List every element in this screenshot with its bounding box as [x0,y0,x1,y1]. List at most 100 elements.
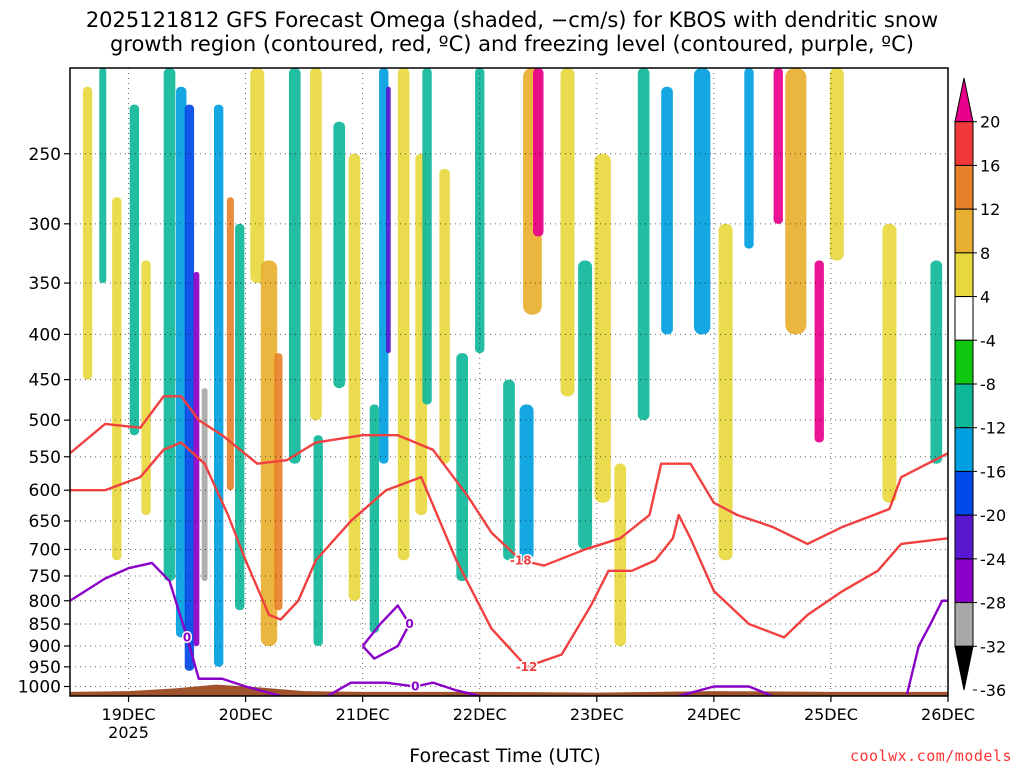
contour-line [326,681,481,696]
contour-label: 0 [411,680,419,694]
omega-shade-cell [184,104,195,671]
omega-shade-cell [201,388,208,582]
colorbar-label: -20 [980,506,1006,525]
omega-shade-cell [333,121,346,389]
omega-shade-cell [386,86,391,354]
colorbar-swatch [954,383,974,429]
x-tick-label: 19DEC [102,705,156,724]
y-tick-label: 950 [29,658,61,678]
colorbar-label: 20 [980,113,1000,132]
colorbar-label: 4 [980,288,990,307]
omega-shade-cell [82,86,93,380]
omega-shade-cell [773,68,783,224]
contour-line [678,685,773,696]
y-tick-label: 250 [29,145,61,165]
colorbar-label: -16 [980,462,1006,481]
y-tick-label: 700 [29,540,61,560]
omega-shade-cell [193,271,200,647]
chart-title-line1: 2025121812 GFS Forecast Omega (shaded, −… [85,8,939,32]
omega-shade-cell [250,68,265,284]
omega-shade-cell [213,104,224,667]
y-tick-label: 750 [29,567,61,587]
y-tick-label: 350 [29,274,61,294]
omega-shade-cell [930,260,943,464]
omega-shade-cell [348,153,361,601]
y-tick-label: 800 [29,592,61,612]
y-tick-label: 400 [29,325,61,345]
x-tick-label: 20DEC [219,705,273,724]
omega-shade-cell [560,68,575,397]
contour-label: 0 [183,630,191,644]
colorbar-label: -24 [980,550,1006,569]
omega-shade-cell [532,68,544,237]
contour-group: -18 -12 0 0 0 [70,395,948,696]
colorbar-label: 16 [980,156,1000,175]
omega-shade-cell [129,104,140,436]
y-tick-label: 450 [29,371,61,391]
x-tick-label: 21DEC [336,705,390,724]
contour-line [70,561,282,696]
omega-shade-cell [175,86,187,638]
colorbar-extend-top [954,77,974,123]
omega-shade-cell [309,68,322,421]
colorbar-label: -4 [980,331,996,350]
omega-shade-cell [519,404,534,561]
colorbar-swatch [954,208,974,254]
omega-shade-cell [112,197,122,561]
x-tick-label: 25DEC [804,705,858,724]
omega-shade-cell [274,353,283,611]
omega-shade-cell [99,68,107,284]
colorbar-swatch [954,558,974,604]
y-tick-label: 300 [29,215,61,235]
x-tick-label: 26DEC [921,705,975,724]
colorbar-label: -8 [980,375,996,394]
omega-shade-cell [882,223,897,503]
colorbar-swatch [954,514,974,560]
omega-shade-cell [578,260,593,550]
omega-shade-cell [693,68,711,335]
omega-shade-cell [829,68,844,261]
omega-shade-cell [475,68,485,354]
omega-shade-cell [614,463,627,647]
colorbar-swatch [954,602,974,647]
omega-shade-cell [744,68,754,249]
contour-label: -12 [516,660,538,674]
colorbar-swatch [954,296,974,341]
x-tick-label: 23DEC [570,705,624,724]
omega-shading-group [82,68,943,671]
colorbar-swatch [954,121,974,166]
colorbar-swatch [954,252,974,298]
contour-line [361,604,411,660]
contour-line [70,441,948,668]
chart-title-line2: growth region (contoured, red, ºC) and f… [110,32,914,56]
x-tick-label: 22DEC [453,705,507,724]
omega-shade-cell [141,260,151,516]
omega-shade-cell [814,260,824,443]
omega-shade-cell [456,353,469,582]
x-tick-label: 24DEC [687,705,741,724]
y-tick-label: 600 [29,481,61,501]
colorbar-extend-bottom [954,645,974,691]
colorbar-label: -12 [980,419,1006,438]
omega-shade-cell [661,86,673,335]
y-tick-label: 650 [29,512,61,532]
y-tick-label: 1000 [18,678,61,698]
omega-shade-cell [503,379,515,561]
colorbar-label: -32 [980,637,1006,656]
terrain-surface [70,684,948,696]
colorbar-group: 20 16 12 8 4 -4 -8 -12 -16 -20 -24 -28 -32 -36 [954,77,1006,700]
y-tick-label: 900 [29,637,61,657]
y-tick-label: 550 [29,448,61,468]
colorbar-swatch [954,427,974,472]
omega-shade-cell [288,68,301,464]
omega-shade-cell [439,168,450,464]
colorbar-label: -28 [980,594,1006,613]
colorbar-swatch [954,164,974,210]
plot-frame [69,67,949,697]
omega-shade-cell [163,68,176,582]
y-tick-label: 850 [29,615,61,635]
omega-shade-cell [226,197,234,491]
x-axis-label: Forecast Time (UTC) [409,745,601,767]
y-tick-label: 500 [29,411,61,431]
